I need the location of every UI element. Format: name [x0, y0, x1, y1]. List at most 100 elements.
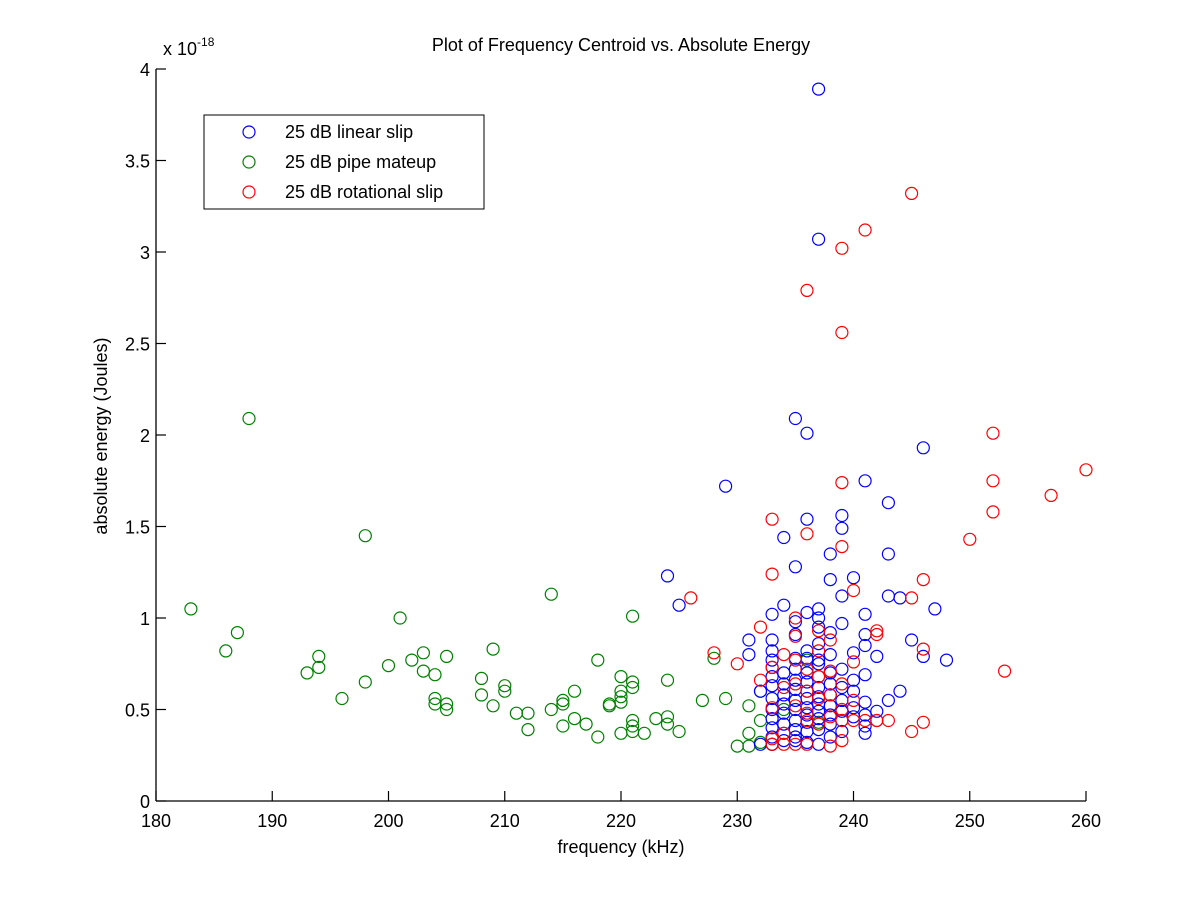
data-point	[358, 675, 372, 689]
data-point	[788, 733, 803, 748]
data-point	[707, 651, 721, 665]
data-point	[904, 633, 919, 647]
data-point	[811, 717, 826, 731]
data-point	[777, 726, 791, 740]
data-point	[800, 662, 814, 676]
data-point	[835, 662, 849, 676]
data-point	[835, 241, 849, 255]
series-25-db-rotational-slip	[684, 186, 1093, 753]
legend-marker-linear-slip	[242, 125, 256, 139]
x-tick-label: 180	[141, 811, 171, 831]
data-point	[835, 508, 849, 523]
data-point	[811, 82, 826, 96]
data-point	[765, 691, 779, 706]
data-point	[963, 532, 977, 546]
data-point	[765, 711, 779, 726]
data-point	[858, 627, 872, 642]
data-point	[997, 664, 1012, 678]
data-point	[788, 699, 803, 713]
data-point	[846, 655, 861, 669]
x-tick-label: 220	[606, 811, 636, 831]
data-point	[742, 647, 756, 662]
data-point	[858, 223, 872, 237]
data-point	[765, 644, 779, 658]
data-point	[811, 737, 826, 751]
data-point	[765, 732, 779, 746]
y-multiplier-base: x 10	[163, 39, 197, 59]
data-point	[846, 693, 861, 708]
data-point	[916, 649, 930, 664]
series-25-db-pipe-mateup	[184, 411, 826, 753]
data-point	[219, 644, 233, 658]
data-point	[928, 602, 942, 616]
data-point	[567, 684, 582, 698]
data-point	[788, 653, 803, 667]
data-point	[881, 693, 896, 708]
data-point	[823, 664, 837, 678]
y-tick-label: 1	[140, 609, 150, 629]
data-point	[440, 649, 454, 664]
data-point	[765, 660, 779, 675]
data-point	[765, 721, 779, 735]
data-point	[474, 688, 489, 702]
data-point	[753, 673, 768, 687]
chart-title: Plot of Frequency Centroid vs. Absolute …	[432, 35, 810, 55]
data-point	[811, 602, 826, 616]
legend-box	[203, 114, 485, 210]
data-point	[788, 702, 803, 717]
data-point	[858, 474, 872, 488]
data-point	[393, 611, 407, 625]
legend-label-pipe-mateup: 25 dB pipe mateup	[285, 152, 436, 172]
data-point	[788, 411, 803, 426]
data-point	[614, 726, 628, 740]
data-point	[730, 739, 744, 753]
data-point	[765, 653, 779, 667]
data-point	[486, 699, 500, 713]
data-point	[835, 476, 849, 490]
data-point	[811, 669, 826, 684]
data-point	[742, 726, 756, 740]
data-point	[788, 615, 803, 629]
y-axis-label: absolute energy (Joules)	[91, 337, 111, 534]
data-point	[591, 730, 605, 744]
data-point	[556, 693, 570, 708]
data-point	[765, 633, 779, 647]
x-tick-label: 190	[257, 811, 287, 831]
data-point	[870, 704, 884, 718]
data-point	[312, 649, 326, 664]
data-point	[858, 695, 872, 709]
data-point	[846, 583, 861, 598]
data-point	[381, 658, 396, 673]
data-point	[811, 620, 826, 634]
data-point	[242, 411, 256, 426]
data-point	[742, 633, 756, 647]
data-point	[823, 625, 837, 640]
data-point	[567, 711, 582, 726]
data-point	[788, 611, 803, 625]
data-point	[846, 571, 861, 585]
data-point	[916, 715, 930, 729]
data-point	[660, 673, 675, 687]
data-point	[881, 496, 896, 510]
data-point	[591, 653, 605, 667]
data-point	[300, 666, 314, 680]
data-point	[870, 627, 884, 642]
data-point	[358, 529, 372, 543]
data-point	[777, 647, 791, 662]
data-point	[556, 719, 570, 733]
data-point	[800, 644, 814, 658]
data-point	[870, 649, 884, 664]
data-point	[858, 638, 872, 653]
data-point	[788, 560, 803, 574]
data-point	[846, 673, 861, 687]
data-point	[521, 706, 535, 720]
data-point	[556, 697, 570, 711]
data-point	[881, 547, 896, 561]
data-point	[684, 591, 698, 605]
y-tick-label: 4	[140, 60, 150, 80]
y-tick-label: 1.5	[125, 518, 150, 538]
data-point	[777, 706, 791, 720]
data-point	[986, 505, 1000, 519]
data-point	[777, 530, 791, 545]
data-point	[800, 684, 814, 698]
